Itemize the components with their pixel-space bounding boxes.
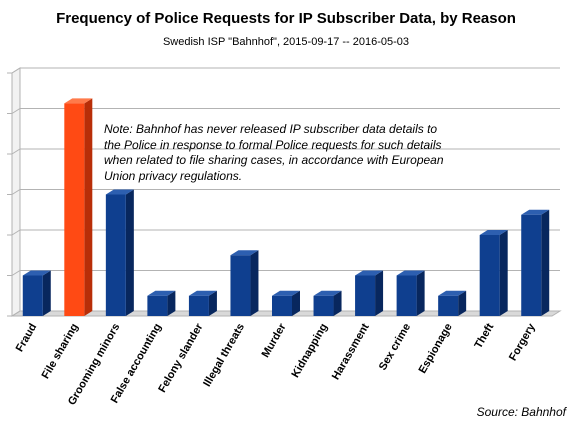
bar-top [396, 270, 425, 276]
bar-top [313, 290, 342, 296]
chart-annotation: Note: Bahnhof has never released IP subs… [104, 122, 444, 183]
x-tick-label: Harassment [330, 321, 372, 382]
grid-line [11, 189, 560, 195]
bar-top [438, 290, 467, 296]
bar-side [208, 290, 217, 316]
source-label: Source: Bahnhof [476, 405, 566, 419]
x-tick-label: Illegal threats [201, 322, 247, 389]
bar [22, 275, 43, 316]
bar [396, 275, 417, 316]
bar [479, 235, 500, 316]
bar-top [22, 270, 51, 276]
x-tick-label: Theft [472, 321, 496, 351]
bar-side [125, 189, 134, 316]
bar [438, 295, 459, 316]
bar-side [333, 290, 342, 316]
bar-side [167, 290, 176, 316]
bar [105, 194, 126, 316]
bar-top [479, 230, 508, 235]
bar-top [64, 98, 93, 104]
bar [64, 103, 85, 316]
bar-top [521, 209, 550, 215]
bar-side [499, 230, 508, 316]
bar-side [541, 209, 550, 316]
x-tick-label: File sharing [40, 322, 81, 381]
bar-top [230, 250, 259, 256]
grid-line [11, 148, 560, 155]
x-tick-label: Espionage [417, 322, 455, 376]
bar-top [105, 189, 134, 195]
grid-line [11, 108, 560, 114]
bar [521, 214, 542, 316]
bar [355, 275, 376, 316]
x-tick-label: Fraud [14, 322, 40, 354]
chart-subtitle: Swedish ISP "Bahnhof", 2015-09-17 -- 201… [162, 36, 410, 48]
x-tick-label: Sex crime [377, 322, 413, 373]
chart-title: Frequency of Police Requests for IP Subs… [56, 10, 516, 27]
x-tick-label: Felony slander [156, 321, 206, 395]
bar-side [458, 290, 467, 316]
bar [147, 295, 168, 316]
bar-side [292, 290, 300, 316]
bar-top [355, 270, 384, 276]
grid-line [11, 229, 560, 236]
bar-side [375, 270, 384, 316]
x-tick-label: Forgery [507, 321, 538, 363]
bar-side [416, 270, 425, 316]
bar-side [250, 250, 259, 316]
grid-line [11, 67, 560, 74]
grid-line [11, 270, 560, 276]
x-tick-label: Murder [260, 321, 289, 360]
bar [313, 295, 334, 316]
bar [230, 255, 251, 316]
bar [272, 295, 292, 316]
x-tick-label: Kidnapping [289, 322, 330, 380]
bar [188, 295, 209, 316]
bar-side [84, 98, 93, 316]
bar-top [272, 290, 300, 296]
bar-top [188, 290, 217, 296]
bar-side [42, 270, 51, 316]
bar-top [147, 290, 176, 296]
